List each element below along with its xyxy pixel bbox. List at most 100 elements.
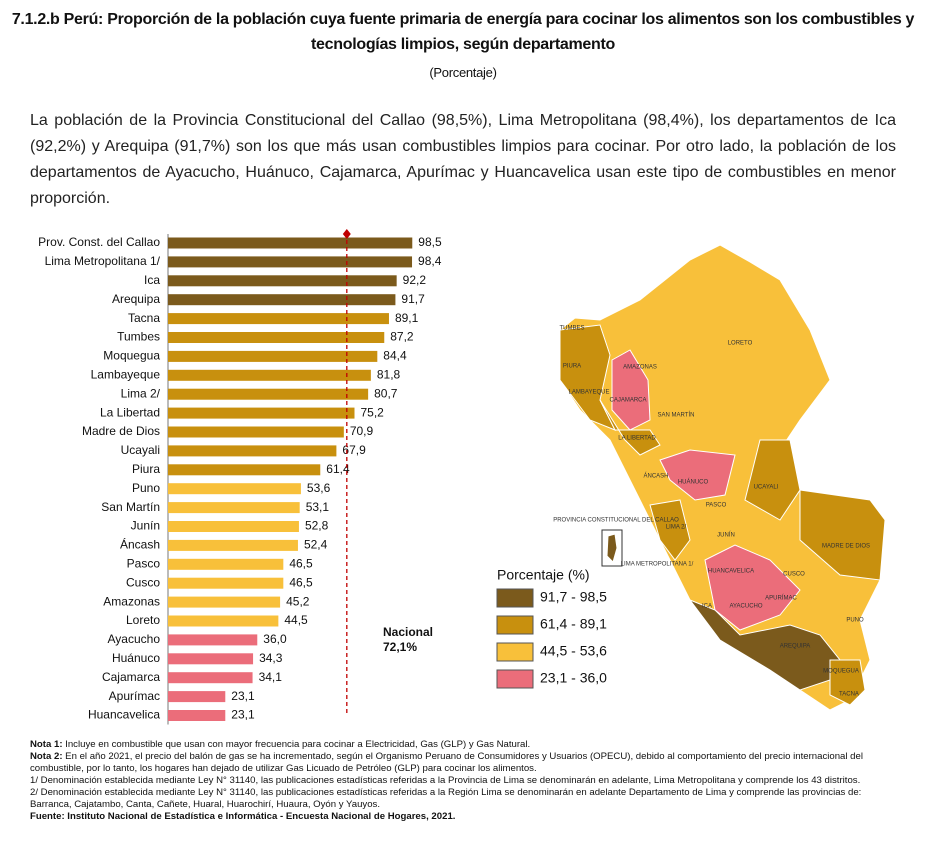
category-label: Madre de Dios	[82, 424, 160, 438]
note-text: 2/ Denominación establecida mediante Ley…	[30, 787, 862, 810]
value-label: 75,2	[360, 405, 384, 419]
bar	[168, 653, 254, 665]
value-label: 80,7	[374, 386, 398, 400]
bar	[168, 426, 344, 438]
notes: Nota 1: Incluye en combustible que usan …	[30, 739, 896, 823]
bar	[168, 539, 298, 551]
note: Fuente: Instituto Nacional de Estadístic…	[30, 811, 896, 823]
category-label: Huancavelica	[88, 708, 160, 722]
paragraph: La población de la Provincia Constitucio…	[30, 112, 896, 207]
map-label: PIURA	[563, 364, 581, 370]
bar	[168, 237, 413, 249]
category-label: Huánuco	[112, 651, 160, 665]
category-label: La Libertad	[100, 405, 160, 419]
category-label: Cajamarca	[102, 670, 160, 684]
value-label: 98,4	[418, 254, 442, 268]
bar	[168, 350, 378, 362]
map-label: PUNO	[846, 618, 864, 624]
legend-title: Porcentaje (%)	[497, 567, 590, 583]
bar	[168, 672, 253, 684]
note: Nota 1: Incluye en combustible que usan …	[30, 739, 896, 751]
reference-marker	[342, 229, 351, 239]
map-label: HUÁNUCO	[678, 479, 709, 486]
category-label: Ayacucho	[108, 632, 161, 646]
map-label: HUANCAVELICA	[708, 569, 754, 575]
map-label: ICA	[702, 604, 712, 610]
map-label: AYACUCHO	[729, 604, 762, 610]
bar	[168, 691, 226, 703]
map-label: AMAZONAS	[623, 365, 657, 371]
value-label: 23,1	[231, 708, 255, 722]
value-label: 87,2	[390, 330, 414, 344]
map	[559, 244, 886, 711]
value-label: 52,8	[305, 519, 329, 533]
map-label: ÁNCASH	[643, 473, 668, 480]
legend-swatch	[496, 669, 534, 689]
map-label: CAJAMARCA	[609, 398, 646, 404]
value-label: 46,5	[289, 556, 313, 570]
map-label: PROVINCIA CONSTITUCIONAL DEL CALLAO	[553, 518, 679, 524]
value-label: 44,5	[284, 613, 308, 627]
bar	[168, 294, 396, 306]
category-label: San Martín	[101, 500, 160, 514]
map-label: LIMA METROPOLITANA 1/	[621, 562, 694, 568]
map-label: UCAYALI	[754, 485, 779, 491]
value-label: 92,2	[403, 273, 427, 287]
map-region	[649, 499, 691, 561]
map-region	[704, 544, 801, 631]
map-label: LIMA 2/	[666, 525, 687, 531]
category-label: Ica	[144, 273, 160, 287]
value-label: 61,4	[326, 462, 350, 476]
value-label: 53,1	[306, 500, 330, 514]
value-label: 89,1	[395, 311, 419, 325]
value-label: 81,8	[377, 367, 401, 381]
note-label: Fuente: Instituto Nacional de Estadístic…	[30, 811, 456, 822]
bar	[168, 369, 371, 381]
bar	[168, 445, 337, 457]
value-label: 34,3	[259, 651, 283, 665]
value-label: 70,9	[350, 424, 374, 438]
map-label: APURÍMAC	[765, 595, 797, 602]
map-label: CUSCO	[783, 572, 805, 578]
bar	[168, 577, 284, 589]
note: 1/ Denominación establecida mediante Ley…	[30, 775, 896, 787]
category-label: Lima Metropolitana 1/	[45, 254, 161, 268]
note-text: Incluye en combustible que usan con mayo…	[62, 739, 531, 750]
map-label: LAMBAYEQUE	[569, 390, 610, 396]
value-label: 98,5	[418, 235, 442, 249]
legend-label: 91,7 - 98,5	[540, 589, 607, 605]
bar	[168, 275, 397, 287]
title: 7.1.2.b Perú: Proporción de la población…	[11, 11, 915, 28]
note: Nota 2: En el año 2021, el precio del ba…	[30, 751, 896, 775]
map-region	[659, 449, 736, 501]
bar	[168, 558, 284, 570]
map-region	[599, 399, 661, 456]
bar	[168, 710, 226, 721]
callao-shape	[606, 533, 618, 563]
chart: Prov. Const. del Callao 98,5 Lima Metropol…	[38, 229, 886, 725]
category-label: Junín	[131, 519, 160, 533]
bar	[168, 464, 321, 476]
bar	[168, 596, 281, 608]
value-label: 91,7	[401, 292, 425, 306]
category-label: Cusco	[126, 575, 160, 589]
map-label: JUNÍN	[717, 532, 735, 539]
category-label: Arequipa	[112, 292, 160, 306]
value-label: 67,9	[342, 443, 366, 457]
category-label: Tumbes	[117, 330, 160, 344]
bar	[168, 407, 355, 419]
category-label: Piura	[132, 462, 160, 476]
category-label: Amazonas	[103, 594, 160, 608]
bar	[168, 483, 301, 495]
title: tecnologías limpios, según departamento	[311, 36, 615, 53]
bar	[168, 521, 299, 532]
map-label: LA LIBERTAD	[618, 436, 656, 442]
bar	[168, 502, 300, 514]
note-label: Nota 1:	[30, 739, 63, 750]
note: 2/ Denominación establecida mediante Ley…	[30, 787, 896, 811]
category-label: Prov. Const. del Callao	[38, 235, 160, 249]
category-label: Apurímac	[109, 689, 160, 703]
value-label: 84,4	[383, 349, 407, 363]
map-region	[611, 349, 651, 431]
map-label: PASCO	[706, 503, 727, 509]
